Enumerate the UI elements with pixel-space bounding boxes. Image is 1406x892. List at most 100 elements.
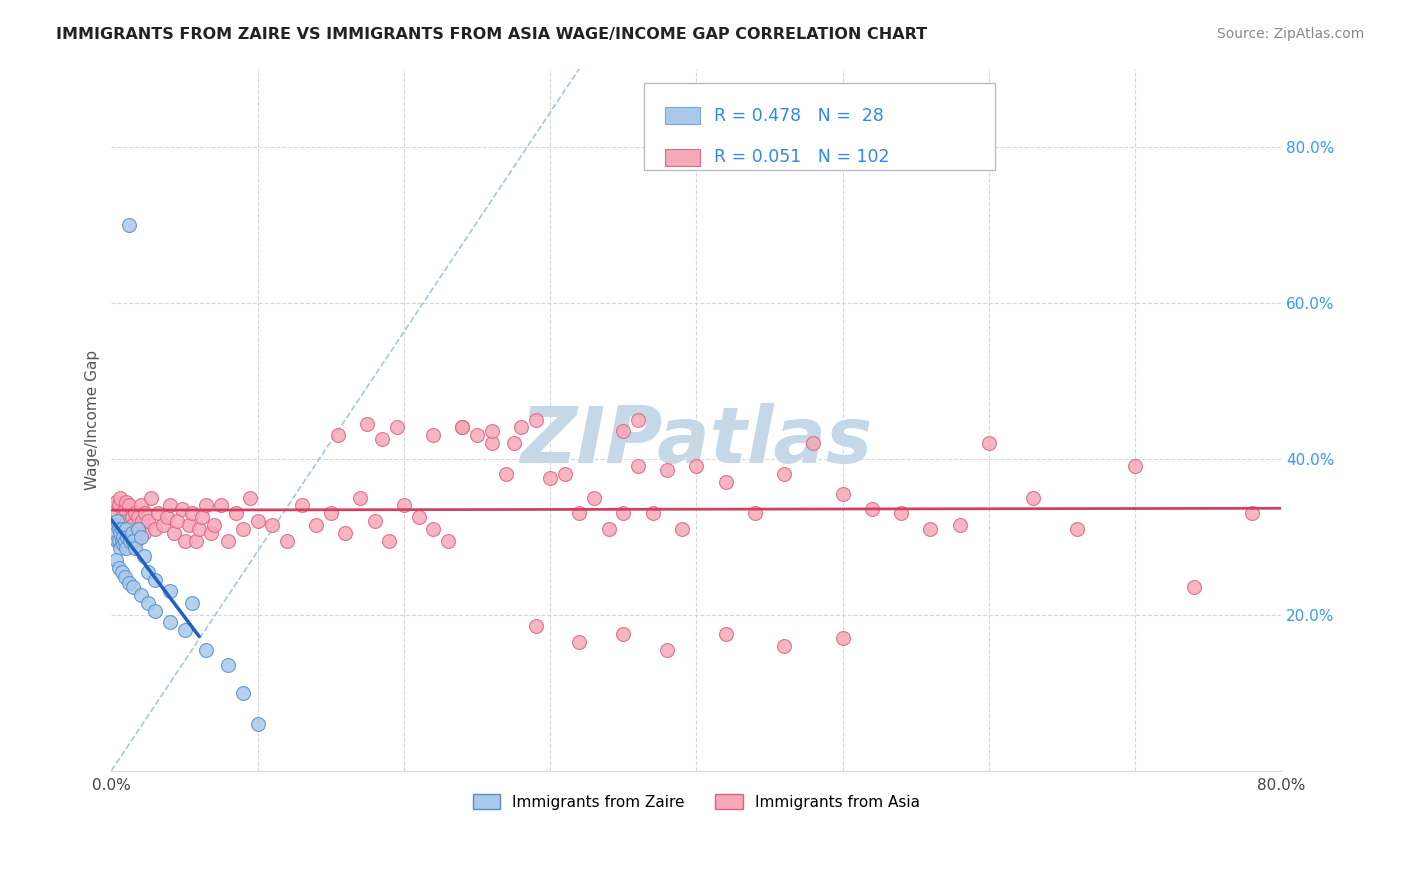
Point bbox=[232, 686, 254, 700]
Point bbox=[349, 491, 371, 505]
Point bbox=[232, 522, 254, 536]
Point bbox=[495, 467, 517, 482]
Point bbox=[305, 517, 328, 532]
Point bbox=[319, 506, 342, 520]
Point bbox=[481, 425, 503, 439]
Point bbox=[112, 517, 135, 532]
Point bbox=[180, 506, 202, 520]
Point bbox=[262, 517, 284, 532]
Point bbox=[107, 561, 129, 575]
Point bbox=[1241, 506, 1264, 520]
Point bbox=[524, 412, 547, 426]
Point bbox=[136, 565, 159, 579]
Point bbox=[671, 522, 693, 536]
Point bbox=[114, 502, 136, 516]
Text: Source: ZipAtlas.com: Source: ZipAtlas.com bbox=[1216, 27, 1364, 41]
Point bbox=[180, 596, 202, 610]
Point bbox=[115, 522, 138, 536]
Point bbox=[166, 514, 188, 528]
Point bbox=[120, 522, 142, 536]
Point bbox=[104, 553, 127, 567]
Point bbox=[103, 517, 125, 532]
Point bbox=[612, 627, 634, 641]
Point bbox=[117, 530, 139, 544]
Point bbox=[554, 467, 576, 482]
Point bbox=[612, 506, 634, 520]
Point bbox=[121, 525, 143, 540]
Point bbox=[685, 459, 707, 474]
Point bbox=[1066, 522, 1088, 536]
Point bbox=[115, 541, 138, 556]
Point bbox=[173, 624, 195, 638]
Point bbox=[118, 576, 141, 591]
Point bbox=[186, 533, 208, 548]
Point bbox=[217, 658, 239, 673]
Point bbox=[112, 530, 135, 544]
Point bbox=[115, 525, 138, 540]
Point bbox=[890, 506, 912, 520]
Point bbox=[124, 506, 146, 520]
Point bbox=[188, 522, 211, 536]
Point bbox=[363, 514, 385, 528]
Text: ZIPatlas: ZIPatlas bbox=[520, 402, 873, 479]
Point bbox=[627, 412, 650, 426]
Point bbox=[803, 436, 825, 450]
Point bbox=[112, 537, 135, 551]
Point bbox=[127, 522, 149, 536]
Point bbox=[627, 459, 650, 474]
Point bbox=[114, 533, 136, 548]
Point bbox=[136, 596, 159, 610]
Point bbox=[139, 491, 162, 505]
Point bbox=[509, 420, 531, 434]
Point bbox=[290, 499, 312, 513]
Point bbox=[582, 491, 605, 505]
Point bbox=[129, 588, 152, 602]
Point bbox=[134, 506, 156, 520]
FancyBboxPatch shape bbox=[644, 83, 995, 170]
Point bbox=[122, 533, 145, 548]
Point bbox=[143, 604, 166, 618]
Point bbox=[191, 510, 214, 524]
Point bbox=[108, 525, 131, 540]
Point bbox=[657, 642, 679, 657]
Point bbox=[111, 510, 134, 524]
Point bbox=[202, 517, 225, 532]
Point bbox=[111, 522, 134, 536]
Text: R = 0.051   N = 102: R = 0.051 N = 102 bbox=[714, 148, 890, 166]
Point bbox=[152, 517, 174, 532]
Point bbox=[860, 502, 883, 516]
Point bbox=[105, 506, 128, 520]
Point bbox=[773, 467, 796, 482]
Point bbox=[568, 635, 591, 649]
Point bbox=[481, 436, 503, 450]
Point bbox=[125, 533, 148, 548]
Point bbox=[159, 584, 181, 599]
Point bbox=[195, 499, 218, 513]
Point bbox=[225, 506, 247, 520]
Point bbox=[132, 525, 155, 540]
Point bbox=[200, 525, 222, 540]
FancyBboxPatch shape bbox=[665, 108, 700, 124]
Point bbox=[127, 510, 149, 524]
Point bbox=[276, 533, 298, 548]
FancyBboxPatch shape bbox=[665, 149, 700, 166]
Point bbox=[111, 565, 134, 579]
Point bbox=[744, 506, 766, 520]
Point bbox=[714, 475, 737, 489]
Point bbox=[422, 522, 444, 536]
Point bbox=[131, 514, 153, 528]
Legend: Immigrants from Zaire, Immigrants from Asia: Immigrants from Zaire, Immigrants from A… bbox=[467, 788, 927, 815]
Point bbox=[111, 533, 134, 548]
Point bbox=[1123, 459, 1146, 474]
Point bbox=[163, 525, 186, 540]
Point bbox=[107, 499, 129, 513]
Point bbox=[408, 510, 430, 524]
Point bbox=[773, 639, 796, 653]
Point bbox=[1022, 491, 1045, 505]
Point bbox=[568, 506, 591, 520]
Point bbox=[117, 514, 139, 528]
Point bbox=[465, 428, 488, 442]
Point bbox=[104, 494, 127, 508]
Point bbox=[831, 486, 853, 500]
Point bbox=[502, 436, 524, 450]
